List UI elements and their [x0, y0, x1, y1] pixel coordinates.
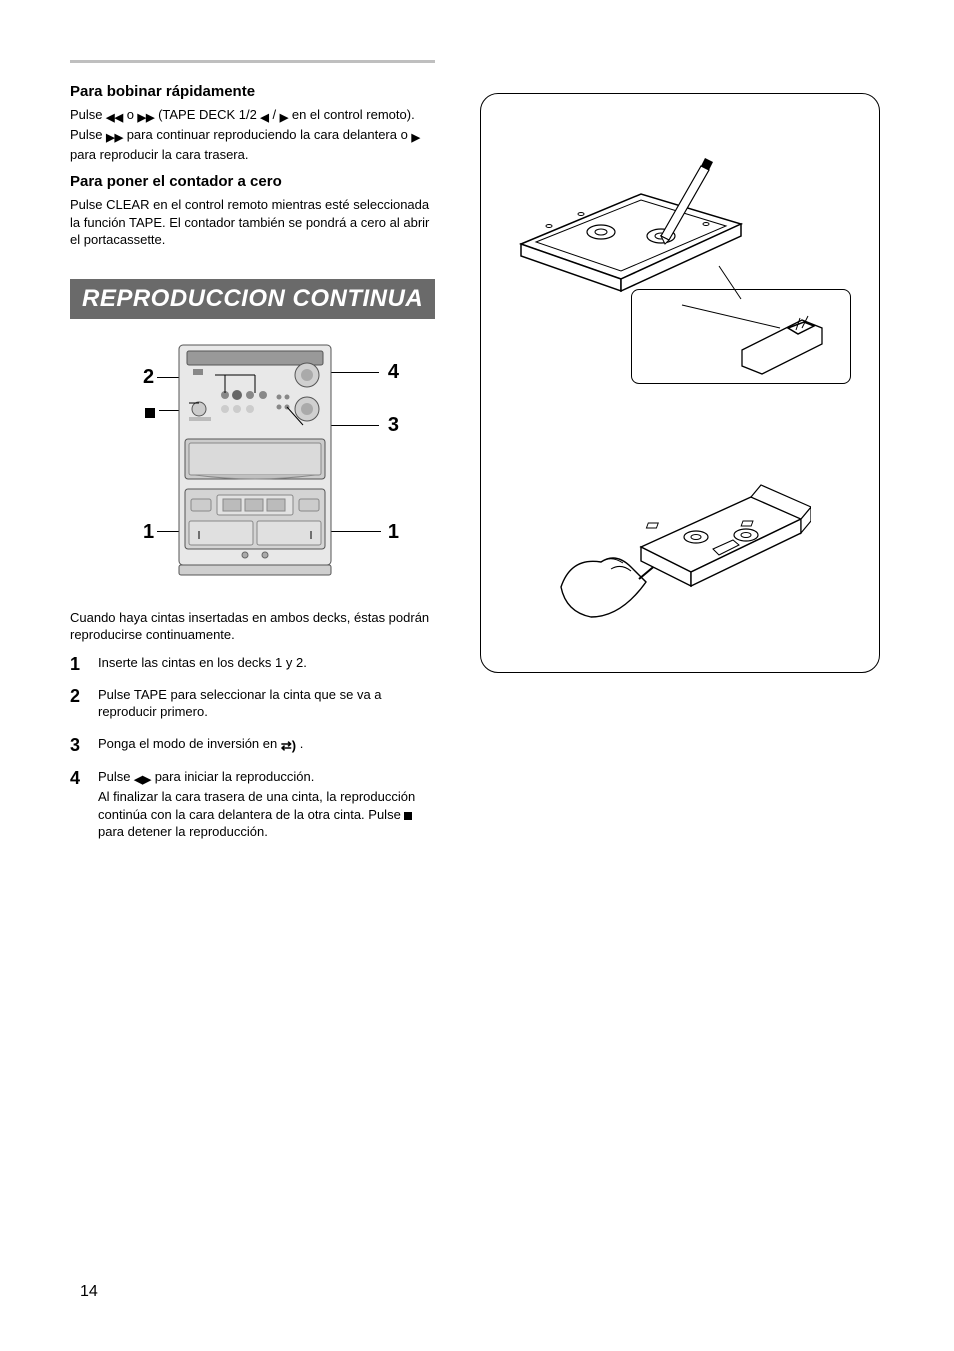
- txt: Al finalizar la cara trasera de una cint…: [98, 789, 415, 822]
- intro-text: Cuando haya cintas insertadas en ambos d…: [70, 609, 440, 644]
- txt: (TAPE DECK 1/2: [158, 107, 260, 122]
- txt: para reproducir la cara trasera.: [70, 147, 248, 162]
- top-rule: [70, 60, 435, 63]
- txt: /: [273, 107, 277, 122]
- stop-icon: [404, 807, 412, 822]
- left-column: Para bobinar rápidamente Pulse ◀◀ o ▶▶ (…: [70, 83, 440, 855]
- section-title-bar: REPRODUCCION CONTINUA: [70, 279, 435, 319]
- rev-icon: ◀: [260, 111, 268, 126]
- callout-1r: 1: [388, 521, 399, 544]
- callout-3: 3: [388, 414, 399, 437]
- step-1: Inserte las cintas en los decks 1 y 2.: [70, 654, 440, 672]
- callout-2: 2: [143, 366, 154, 389]
- stereo-diagram: 2 4 3 1 1: [115, 339, 395, 589]
- step-2: Pulse TAPE para seleccionar la cinta que…: [70, 686, 440, 721]
- txt: para iniciar la reproducción.: [155, 769, 315, 784]
- play-icon: ▶: [411, 131, 419, 146]
- figure-box: [480, 93, 880, 673]
- txt: Pulse: [98, 769, 134, 784]
- counter-heading: Para poner el contador a cero: [70, 173, 440, 190]
- right-column: [480, 83, 880, 855]
- callout-4: 4: [388, 361, 399, 384]
- rewind-ff-heading: Para bobinar rápidamente: [70, 83, 440, 100]
- txt: o: [127, 107, 138, 122]
- head-cleaning-illustration: [551, 467, 811, 642]
- txt: para continuar reproduciendo la cara del…: [127, 127, 412, 142]
- ffwd-icon: ▶▶: [138, 111, 155, 126]
- step-3: Ponga el modo de inversión en ⇄) .: [70, 735, 440, 755]
- stereo-illustration: [175, 339, 335, 579]
- stop-icon: [145, 404, 155, 422]
- page-number: 14: [80, 1283, 98, 1301]
- callout-1l: 1: [143, 521, 154, 544]
- txt: .: [300, 736, 304, 751]
- steps-list: Inserte las cintas en los decks 1 y 2. P…: [70, 654, 440, 841]
- txt: Pulse: [70, 107, 106, 122]
- step-4: Pulse ◀▶ para iniciar la reproducción. A…: [70, 768, 440, 840]
- counter-body: Pulse CLEAR en el control remoto mientra…: [70, 196, 440, 249]
- rewind-icon: ◀◀: [106, 111, 123, 126]
- fwd-icon: ▶: [280, 111, 288, 126]
- ffwd-icon: ▶▶: [106, 131, 123, 146]
- reverse-mode-icon: ⇄): [281, 737, 296, 755]
- tab-inset: [631, 289, 851, 384]
- txt: para detener la reproducción.: [98, 824, 268, 839]
- txt: Ponga el modo de inversión en: [98, 736, 281, 751]
- rewind-ff-body: Pulse ◀◀ o ▶▶ (TAPE DECK 1/2 ◀ / ▶ en el…: [70, 106, 440, 163]
- play-both-icon: ◀▶: [134, 773, 151, 788]
